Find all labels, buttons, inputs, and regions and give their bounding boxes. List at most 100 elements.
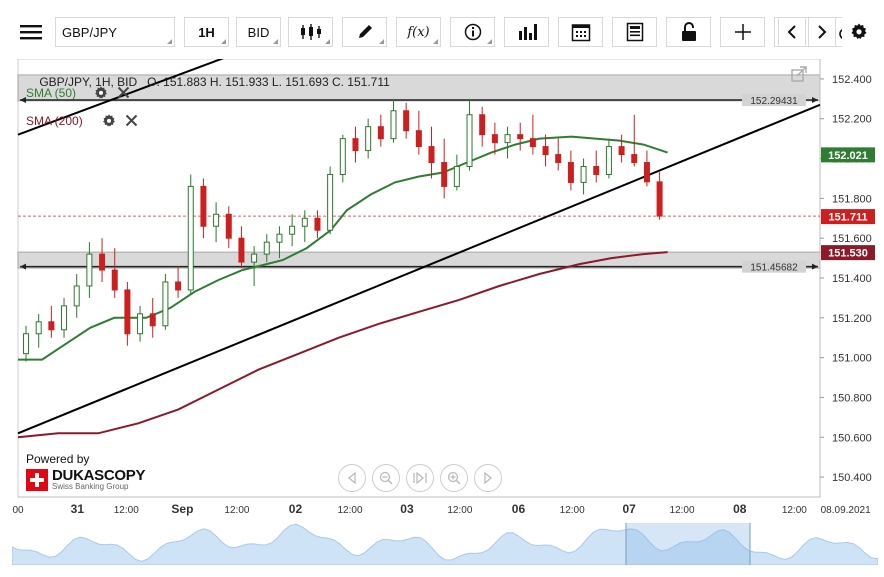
period-selector[interactable]: 1H (184, 17, 229, 47)
chart-type-button[interactable] (288, 17, 333, 47)
sma50-price-tag: 152.021 (828, 150, 868, 162)
arrow-right-icon (818, 25, 827, 39)
sr-zone-0 (17, 74, 821, 102)
document-icon (626, 22, 643, 42)
sma200-remove[interactable] (125, 114, 138, 132)
sma200-price-tag: 151.530 (828, 248, 868, 260)
candle-body (314, 217, 321, 231)
candle-body (479, 114, 486, 136)
candle-body (643, 162, 650, 183)
navigator-chart[interactable] (11, 523, 879, 566)
branding: Powered by DUKASCOPY Swiss Banking Group (26, 452, 145, 491)
level-label-bg (742, 260, 806, 273)
scroll-right-button[interactable] (808, 17, 836, 47)
candle-body (200, 185, 207, 227)
candle-body (162, 281, 169, 327)
toolbar: GBP/JPY 1H BID f(x) (12, 15, 880, 50)
navigator-selection (626, 523, 750, 565)
arrow-left-icon (787, 25, 796, 39)
candle-body (48, 321, 55, 331)
candle-body (213, 213, 220, 227)
settings-button[interactable] (842, 17, 876, 47)
chart-nav-controls (338, 464, 502, 492)
nav-forward-button[interactable] (474, 464, 502, 492)
candle-body (251, 253, 258, 263)
candle-body (567, 162, 574, 183)
calendar-button[interactable] (558, 17, 603, 47)
sma50-price-tag-bg (821, 147, 875, 163)
scroll-left-button[interactable] (778, 17, 806, 47)
x-tick-label: 08 (733, 502, 747, 516)
candle-body (238, 237, 245, 263)
report-button[interactable] (612, 17, 657, 47)
candle-body (542, 146, 549, 156)
chart-area[interactable]: 152.400152.200152.000151.800151.600151.4… (12, 56, 878, 522)
sma50-label: SMA (50) (26, 86, 77, 100)
candle-body (111, 269, 118, 291)
x-tick-label: 12:00 (114, 505, 139, 516)
brand-tagline: Swiss Banking Group (52, 482, 129, 491)
candle-body (491, 134, 498, 144)
calendar-icon (571, 24, 590, 42)
candle-body (656, 181, 663, 217)
indicators-button[interactable]: f(x) (396, 17, 441, 47)
candle-body (466, 114, 473, 168)
candle-body (263, 241, 270, 255)
candle-body (99, 253, 106, 271)
candle-body (327, 173, 334, 231)
nav-back-button[interactable] (338, 464, 366, 492)
x-tick-label: Sep (171, 502, 193, 516)
powered-by-text: Powered by (26, 452, 90, 466)
menu-icon (20, 25, 42, 40)
x-tick-label: 12:00 (447, 505, 472, 516)
lock-button[interactable] (666, 17, 711, 47)
pencil-icon (358, 25, 372, 38)
navigator-pane[interactable] (11, 523, 879, 566)
crosshair-button[interactable] (720, 17, 765, 47)
price-chart[interactable]: 152.400152.200152.000151.800151.600151.4… (12, 56, 878, 522)
bar-chart-button[interactable] (504, 17, 549, 47)
swiss-cross-logo (26, 468, 48, 491)
candle-body (175, 281, 182, 291)
symbol-label: GBP/JPY (62, 24, 117, 40)
reset-button[interactable] (406, 464, 434, 492)
zoom-in-button[interactable] (440, 464, 468, 492)
sma200-price-tag-bg (821, 245, 875, 261)
candle-body (35, 321, 42, 335)
candle-body (631, 154, 638, 164)
x-tick-label: 12:00 (338, 505, 363, 516)
period-label: 1H (198, 24, 215, 40)
candle-body (225, 213, 232, 239)
sma50-remove[interactable] (117, 86, 130, 104)
candle-body (365, 126, 372, 152)
candle-body (137, 313, 144, 335)
candle-body (529, 138, 536, 148)
info-button[interactable] (450, 17, 495, 47)
x-tick-label: 03 (400, 502, 414, 516)
ohlc-info: GBP/JPY, 1H, BID O. 151.883 H. 151.933 L… (39, 75, 390, 89)
y-tick-label: 151.200 (832, 313, 872, 325)
function-icon: f(x) (407, 24, 430, 40)
candle-body (86, 253, 93, 287)
candles-icon (300, 24, 321, 40)
crosshair-icon (734, 24, 751, 40)
sma200-line (17, 251, 668, 439)
symbol-selector[interactable]: GBP/JPY (55, 17, 175, 47)
draw-tool-button[interactable] (342, 17, 387, 47)
zoom-out-button[interactable] (372, 464, 400, 492)
y-tick-label: 152.200 (832, 114, 872, 126)
candle-body (339, 138, 346, 175)
sma200-settings[interactable] (102, 114, 116, 133)
x-tick-label: 12:00 (782, 505, 807, 516)
navigator-area (11, 523, 879, 566)
price-type-selector[interactable]: BID (236, 17, 281, 47)
candle-body (415, 130, 422, 148)
expand-button[interactable] (788, 63, 810, 85)
sma50-settings[interactable] (94, 86, 108, 105)
level-arrow-left (20, 263, 26, 270)
menu-button[interactable] (12, 17, 50, 47)
x-tick-label: 12:00 (670, 505, 695, 516)
candle-body (555, 154, 562, 164)
y-tick-label: 151.000 (832, 353, 872, 365)
x-tick-label: 02 (289, 502, 303, 516)
